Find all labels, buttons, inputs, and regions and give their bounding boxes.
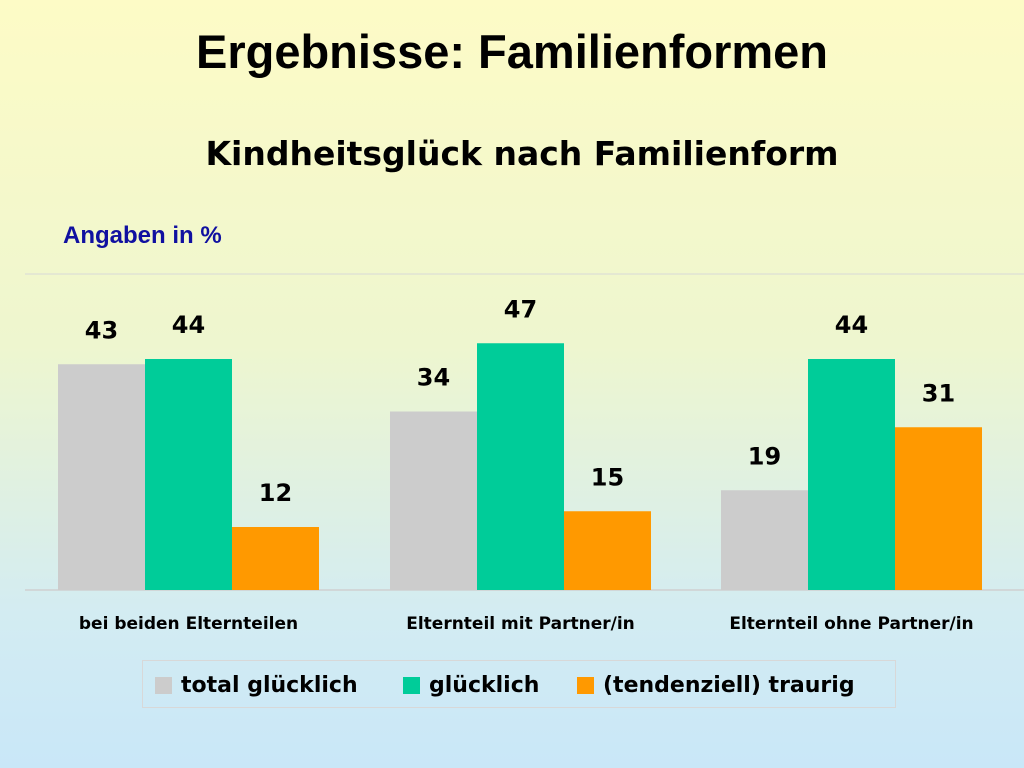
chart-title: Kindheitsglück nach Familienform — [205, 134, 839, 173]
legend-label: glücklich — [429, 673, 540, 698]
data-label: 19 — [748, 442, 781, 470]
chart-unit-label: Angaben in % — [63, 222, 222, 249]
data-label: 34 — [417, 364, 450, 392]
category-label: Elternteil ohne Partner/in — [729, 614, 973, 634]
bar — [390, 411, 477, 590]
bar — [808, 359, 895, 590]
data-label: 15 — [591, 463, 624, 491]
category-label: Elternteil mit Partner/in — [406, 614, 635, 634]
slide-title: Ergebnisse: Familienformen — [195, 25, 829, 78]
legend-swatch — [403, 677, 420, 694]
bar — [895, 427, 982, 590]
bar — [232, 527, 319, 590]
data-label: 12 — [259, 479, 292, 507]
data-label: 44 — [172, 311, 205, 339]
legend-swatch — [577, 677, 594, 694]
category-label: bei beiden Elternteilen — [79, 614, 298, 634]
data-label: 31 — [922, 379, 955, 407]
bar — [58, 364, 145, 590]
legend-label: (tendenziell) traurig — [603, 673, 855, 698]
chart-legend: total glücklich glücklich (tendenziell) … — [142, 660, 896, 708]
legend-label: total glücklich — [181, 673, 358, 698]
bar — [564, 511, 651, 590]
legend-swatch — [155, 677, 172, 694]
data-label: 44 — [835, 311, 868, 339]
data-label: 43 — [85, 316, 118, 344]
bar — [145, 359, 232, 590]
data-label: 47 — [504, 295, 537, 323]
bar — [477, 343, 564, 590]
bar — [721, 490, 808, 590]
